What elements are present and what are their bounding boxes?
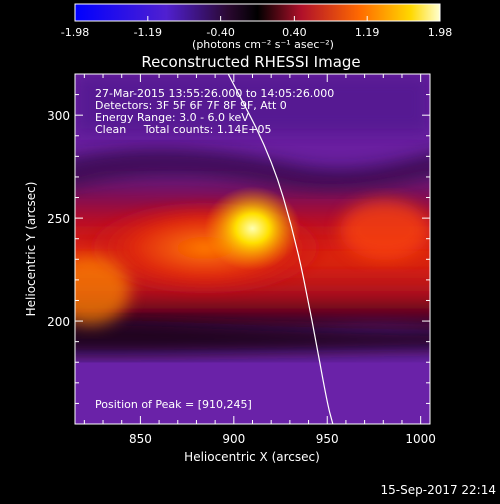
x-tick-label: 1000 — [405, 432, 436, 446]
y-tick-label: 200 — [47, 315, 70, 329]
annotation-energy-range: Energy Range: 3.0 - 6.0 keV — [95, 111, 249, 124]
colorbar-tick-label: -1.98 — [61, 26, 89, 39]
colorbar-label: (photons cm⁻² s⁻¹ asec⁻²) — [192, 38, 334, 51]
x-axis-label: Heliocentric X (arcsec) — [184, 450, 320, 464]
lower-dim-region — [75, 350, 430, 424]
emission-peak — [204, 186, 301, 271]
colorbar-tick-label: 1.98 — [428, 26, 453, 39]
emission-right-lobe — [340, 200, 430, 260]
colorbar-tick-label: 1.19 — [355, 26, 380, 39]
annotation-detectors: Detectors: 3F 5F 6F 7F 8F 9F, Att 0 — [95, 99, 287, 112]
colorbar-tick-label: 0.40 — [282, 26, 307, 39]
annotation-time-range: 27-Mar-2015 13:55:26.000 to 14:05:26.000 — [95, 87, 334, 100]
x-tick-label: 850 — [129, 432, 152, 446]
colorbar-frame — [74, 3, 441, 22]
axis-ticks: 850 900 950 1000 200 250 300 — [47, 73, 436, 446]
chart-title: Reconstructed RHESSI Image — [141, 53, 360, 71]
footer-timestamp: 15-Sep-2017 22:14 — [381, 483, 496, 497]
upper-dim-region — [75, 74, 430, 134]
colorbar-tick-label: -1.19 — [134, 26, 162, 39]
emission-left-lobe — [75, 255, 130, 325]
colorbar-tick-label: -0.40 — [206, 26, 234, 39]
band-dark-edge — [75, 319, 430, 356]
annotation-counts: Clean Total counts: 1.14E+05 — [95, 123, 272, 136]
y-tick-label: 250 — [47, 212, 70, 226]
y-tick-label: 300 — [47, 109, 70, 123]
colorbar-gradient — [75, 4, 440, 21]
colorbar: -1.98 -1.19 -0.40 0.40 1.19 1.98 (photons cm⁻… — [61, 3, 453, 51]
y-axis-label: Heliocentric Y (arcsec) — [24, 182, 38, 317]
plot-area — [75, 74, 430, 424]
peak-position-label: Position of Peak = [910,245] — [95, 398, 252, 411]
x-tick-label: 900 — [222, 432, 245, 446]
x-tick-label: 950 — [316, 432, 339, 446]
annotation-block: 27-Mar-2015 13:55:26.000 to 14:05:26.000… — [95, 87, 334, 136]
band-upper-edge — [75, 148, 430, 191]
solar-limb-arc — [227, 74, 334, 424]
